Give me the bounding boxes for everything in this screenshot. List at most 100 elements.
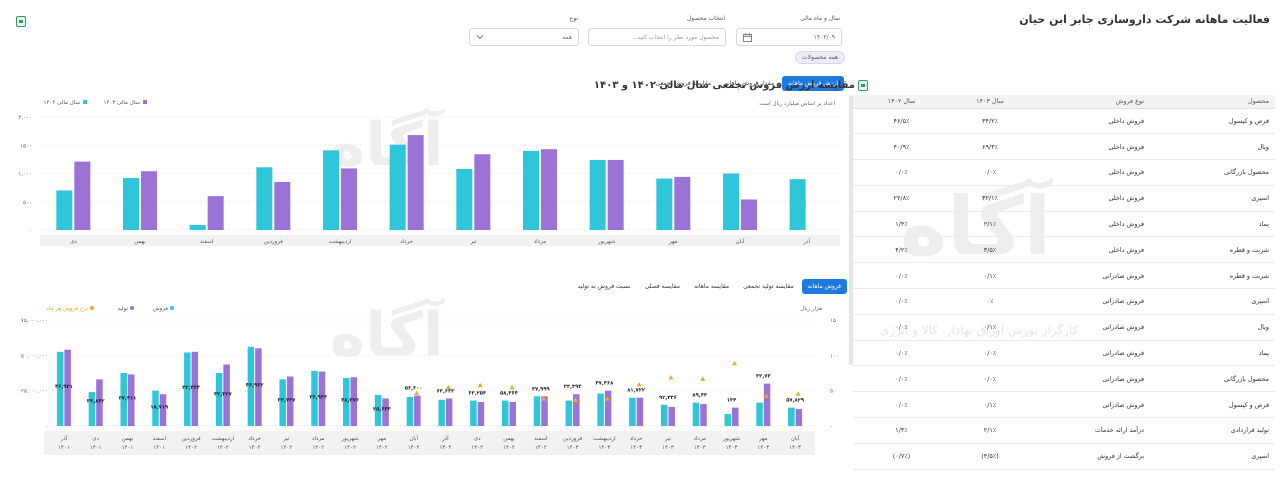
bottom-x-label-year: ۱۴۰۲ [217,445,229,451]
table-cell: برگشت از فروش [1030,443,1150,470]
bottom-x-label-month: بهمن [122,436,134,442]
bottom-x-label-month: دی [474,436,481,442]
bottom-bar-sales [565,400,573,426]
bottom-x-label-month: اردیبهشت [593,436,616,442]
year-filter-input[interactable]: ۱۴۰۳/۰۹ [736,28,842,46]
table-scrollbar[interactable] [849,95,853,365]
top-x-label: اردیبهشت [329,239,352,245]
bottom-bar-production [159,394,167,426]
table-cell: شربت و قطره [1150,236,1275,264]
top-bar-1403 [207,196,224,230]
bottom-y-left-tick: ۷۵,۰۰۰,۰۰۰ [21,318,48,324]
top-y-tick: ۲,۰۰۰ [18,115,32,121]
bottom-bar-production [573,394,580,426]
bottom-bar-sales [438,399,445,426]
top-bar-1403 [607,159,624,230]
top-x-label: آبان [736,238,745,245]
bottom-data-label: ۳۳,۳۹۴ [564,384,582,390]
top-bar-1402 [256,167,273,230]
table-cell: فروش صادراتی [1030,365,1150,393]
table-cell: ۳۴/۲٪ [950,108,1030,135]
top-chart-tab-0[interactable]: ارزش فروش ماهانه [782,76,844,91]
bottom-bar-sales [597,393,604,426]
bottom-x-label-year: ۱۴۰۳ [567,445,579,451]
bottom-bar-production [700,404,707,426]
bottom-y-left-tick: ۰ [45,424,48,430]
top-bar-1403 [474,154,491,230]
bottom-chart-tab-2[interactable]: مقایسه ماهانه [694,283,730,290]
excel-export-icon[interactable] [16,16,26,27]
bottom-bar-sales [152,390,159,426]
bottom-x-label-month: فروردین [181,436,201,442]
bottom-chart-tab-1[interactable]: مقایسه تولید تجمعی [743,283,794,290]
table-cell: فروش داخلی [1030,159,1150,186]
bottom-bar-production [509,401,516,426]
bottom-chart-tab-3[interactable]: مقایسه فصلی [644,283,680,290]
bottom-x-label-year: ۱۴۰۳ [662,445,674,451]
type-filter-select[interactable]: همه [469,28,579,46]
all-products-chip[interactable]: همه محصولات [795,51,846,64]
table-cell: ۰/۰٪ [853,340,950,367]
bottom-bar-sales [215,373,223,426]
table-row: اسپری فروش داخلی ۳۲/۱٪ ۲۲/۸٪ [853,185,1275,212]
bottom-data-label: ۳۲,۷۳ [756,374,771,380]
bottom-data-label: ۴۳,۴۴۴ [182,385,200,391]
bottom-data-label: ۴۶,۹۳۲ [246,382,265,388]
bottom-x-label-year: ۱۴۰۱ [58,445,70,451]
product-filter-input[interactable]: محصول مورد نظر را انتخاب کنید... [588,28,726,46]
table-row: اسپری برگشت از فروش (۴/۵٪) (۰/۷٪) [853,443,1275,470]
table-cell: فروش داخلی [1030,236,1150,264]
bottom-bar-sales [788,407,795,426]
table-cell: ۲۲/۸٪ [853,185,950,212]
bottom-x-label-year: ۱۴۰۲ [439,445,451,451]
table-cell: قرص و کپسول [1150,391,1275,419]
bottom-bar-sales [533,396,541,426]
table-row: قرص و کپسول فروش داخلی ۳۴/۲٪ ۴۶/۵٪ [853,108,1275,135]
top-bar-1402 [456,168,473,230]
type-filter-value: همه [562,33,572,41]
bottom-rate-marker [668,374,674,380]
table-cell: ۰/۰٪ [853,159,950,186]
bottom-chart-tab-4[interactable]: نسبت فروش به تولید [577,283,631,290]
product-filter-placeholder: محصول مورد نظر را انتخاب کنید... [631,33,719,41]
bottom-chart-tabs: فروش ماهانه مقایسه تولید تجمعی مقایسه ماها… [571,279,847,294]
top-chart-tab-1[interactable]: مقدار فروش ماهانه [724,80,775,87]
bottom-chart-tab-0[interactable]: فروش ماهانه [801,279,847,294]
table-row: محصول بازرگانی فروش صادراتی ۰/۰٪ ۰/۰٪ [853,365,1275,393]
table-row: اسپری فروش صادراتی ۰٪ ۰/۰٪ [853,288,1275,315]
bottom-x-label-year: ۱۴۰۳ [694,445,706,451]
bottom-x-label-month: تیر [664,436,672,442]
top-x-label: بهمن [134,239,146,245]
table-cell: ۱/۴٪ [853,417,950,444]
legend-1403-swatch [143,100,147,104]
top-chart-tabs: ارزش فروش ماهانه مقدار فروش ماهانه مقایسه … [650,76,844,91]
bottom-x-label-year: ۱۴۰۲ [535,445,547,451]
bottom-bar-production [127,374,135,426]
table-cell: ۰/۰٪ [950,159,1030,186]
bottom-bar-sales [470,400,477,426]
top-x-label: فروردین [264,239,284,245]
bottom-y-right-tick: ۱۰۰ [830,353,839,359]
bottom-rate-marker [541,396,547,401]
top-bar-1402 [589,159,606,230]
top-x-label: خرداد [400,239,413,245]
table-cell: فروش صادراتی [1030,340,1150,367]
table-cell: ویال [1150,133,1275,161]
bottom-bar-sales [120,373,127,426]
table-cell: درآمد ارائه خدمات [1030,417,1150,444]
table-row: شربت و قطره فروش داخلی ۳/۵٪ ۴/۲٪ [853,236,1275,264]
bottom-bar-sales [406,397,414,426]
bottom-bar-production [477,401,485,426]
top-bar-1403 [407,135,424,230]
calendar-icon[interactable] [743,33,752,42]
bottom-bar-sales [343,377,350,426]
excel-export-icon-table[interactable] [858,80,868,91]
table-cell: قرص و کپسول [1150,108,1275,135]
bottom-x-axis-band [44,431,815,455]
table-row: شربت و قطره فروش صادراتی ۰/۱٪ ۰/۰٪ [853,262,1275,290]
bottom-data-label: ۱۸,۷۱۹ [150,404,169,410]
table-cell: ۲/۱٪ [950,417,1030,444]
top-bar-1403 [274,181,291,230]
table-cell: ۰/۰٪ [950,340,1030,367]
top-chart-tab-2[interactable]: مقایسه فروش تجمعی [655,80,711,87]
